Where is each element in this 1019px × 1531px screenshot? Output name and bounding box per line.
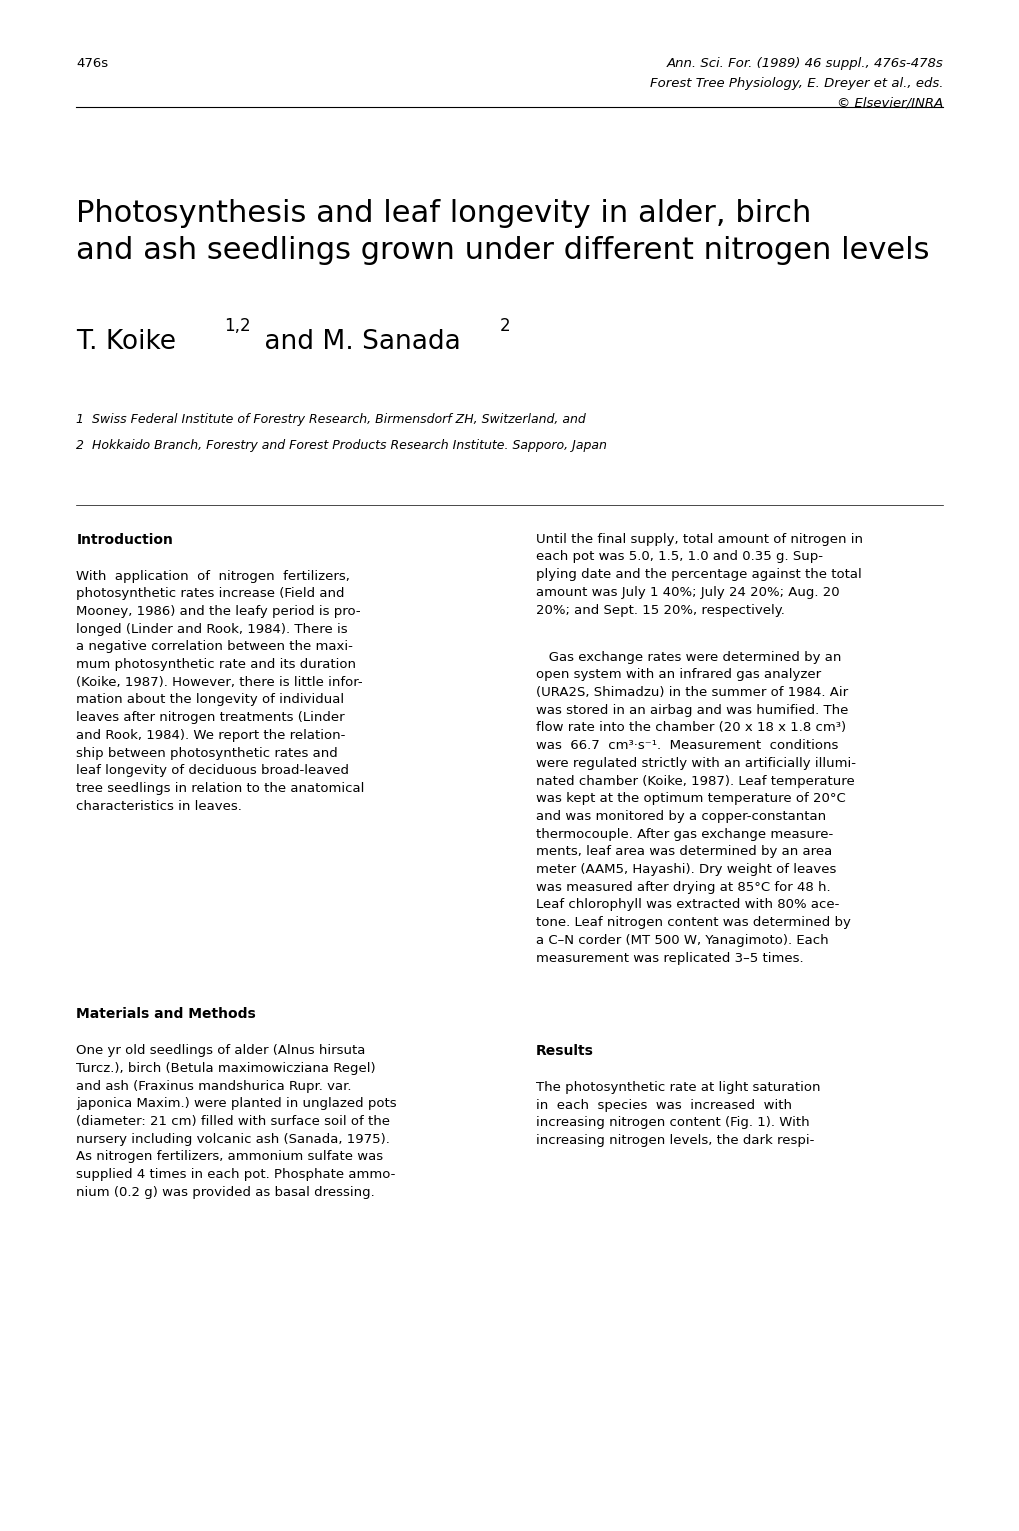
Text: 476s: 476s	[76, 57, 108, 69]
Text: Ann. Sci. For. (1989) 46 suppl., 476s-478s: Ann. Sci. For. (1989) 46 suppl., 476s-47…	[666, 57, 943, 69]
Text: and M. Sanada: and M. Sanada	[256, 329, 461, 355]
Text: © Elsevier/INRA: © Elsevier/INRA	[837, 96, 943, 109]
Text: With  application  of  nitrogen  fertilizers,
photosynthetic rates increase (Fie: With application of nitrogen fertilizers…	[76, 570, 365, 813]
Text: 1  Swiss Federal Institute of Forestry Research, Birmensdorf ZH, Switzerland, an: 1 Swiss Federal Institute of Forestry Re…	[76, 413, 586, 426]
Text: Until the final supply, total amount of nitrogen in
each pot was 5.0, 1.5, 1.0 a: Until the final supply, total amount of …	[535, 533, 862, 617]
Text: 2: 2	[499, 317, 510, 335]
Text: Materials and Methods: Materials and Methods	[76, 1007, 256, 1021]
Text: T. Koike: T. Koike	[76, 329, 176, 355]
Text: One yr old seedlings of alder (Alnus hirsuta
Turcz.), birch (Betula maximowiczia: One yr old seedlings of alder (Alnus hir…	[76, 1044, 396, 1199]
Text: Gas exchange rates were determined by an
open system with an infrared gas analyz: Gas exchange rates were determined by an…	[535, 651, 855, 965]
Text: Introduction: Introduction	[76, 533, 173, 547]
Text: 2  Hokkaido Branch, Forestry and Forest Products Research Institute. Sapporo, Ja: 2 Hokkaido Branch, Forestry and Forest P…	[76, 439, 606, 452]
Text: Forest Tree Physiology, E. Dreyer et al., eds.: Forest Tree Physiology, E. Dreyer et al.…	[649, 77, 943, 89]
Text: Results: Results	[535, 1044, 593, 1058]
Text: 1,2: 1,2	[224, 317, 251, 335]
Text: The photosynthetic rate at light saturation
in  each  species  was  increased  w: The photosynthetic rate at light saturat…	[535, 1081, 819, 1147]
Text: Photosynthesis and leaf longevity in alder, birch
and ash seedlings grown under : Photosynthesis and leaf longevity in ald…	[76, 199, 929, 265]
